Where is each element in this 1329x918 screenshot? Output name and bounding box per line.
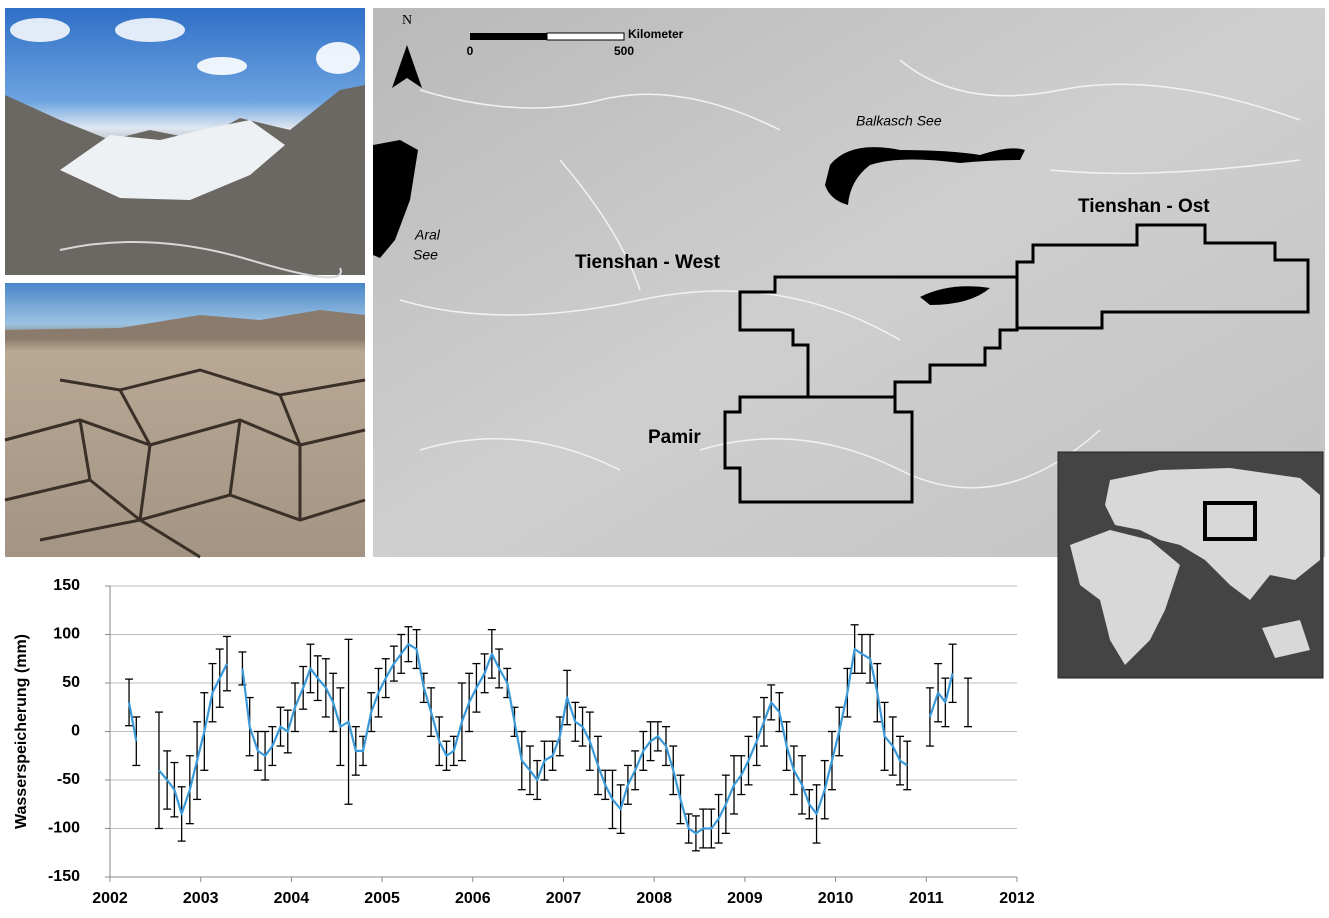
photo-glacier: [5, 8, 365, 277]
x-tick-label: 2003: [183, 890, 219, 907]
x-tick-label: 2009: [727, 890, 763, 907]
region-label: Tienshan - West: [575, 252, 721, 273]
map-label: See: [413, 247, 438, 263]
region-label: Pamir: [648, 427, 701, 448]
y-tick-label: -150: [48, 868, 80, 885]
x-tick-label: 2002: [92, 890, 128, 907]
chart: -150 -100 -50 0 50 100 150 2002 2003 2004 2005 2006…: [13, 577, 1035, 907]
map-label: Aral: [414, 227, 441, 243]
y-axis-label: Wasserspeicherung (mm): [13, 634, 30, 829]
region-label: Tienshan - Ost: [1078, 196, 1210, 217]
x-tick-label: 2006: [455, 890, 491, 907]
x-tick-label: 2011: [909, 890, 944, 907]
error-bar: [964, 678, 972, 727]
y-tick-label: 50: [62, 674, 80, 691]
data-line: [129, 644, 968, 833]
y-tick-label: -100: [48, 820, 80, 837]
x-tick-label: 2007: [546, 890, 582, 907]
scale-label: 500: [614, 44, 634, 58]
y-tick-label: 0: [71, 723, 80, 740]
y-tick-label: -50: [57, 771, 80, 788]
map-label: Balkasch See: [856, 113, 942, 129]
figure-canvas: N 0 500 Kilometer Balkasch See Aral See …: [0, 0, 1329, 918]
north-label: N: [402, 13, 412, 28]
scale-unit: Kilometer: [628, 27, 684, 41]
scale-label: 0: [467, 44, 474, 58]
error-bar: [926, 688, 934, 746]
x-tick-label: 2008: [636, 890, 672, 907]
x-tick-label: 2005: [364, 890, 400, 907]
error-bar: [949, 644, 957, 702]
y-tick-label: 100: [53, 626, 80, 643]
inset-map: [1058, 452, 1323, 678]
error-bar: [903, 741, 911, 790]
x-tick-label: 2010: [818, 890, 854, 907]
photo-mudflat: [5, 283, 365, 557]
x-tick-label: 2004: [274, 890, 310, 907]
figure: N 0 500 Kilometer Balkasch See Aral See …: [0, 0, 1329, 918]
x-tick-label: 2012: [999, 890, 1035, 907]
error-bar: [155, 712, 163, 828]
y-tick-label: 150: [53, 577, 80, 594]
